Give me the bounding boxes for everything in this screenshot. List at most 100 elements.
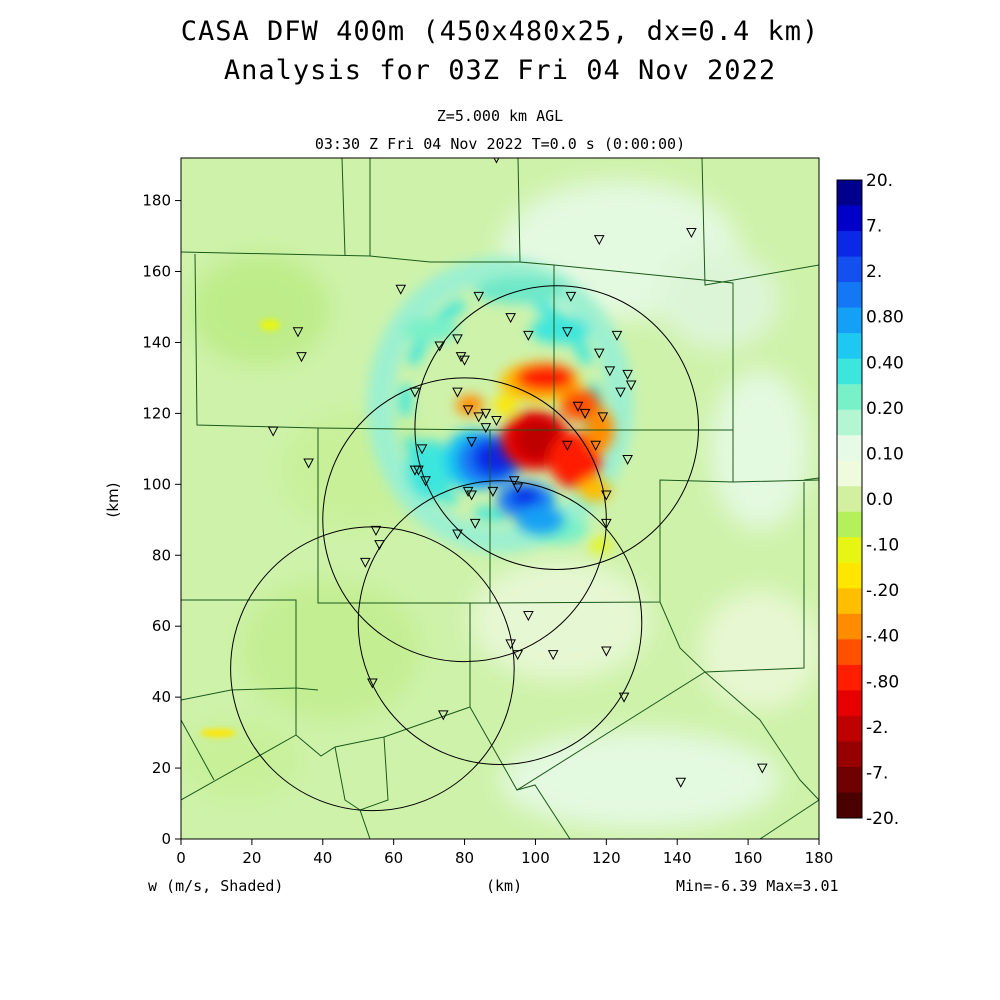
station-marker — [601, 646, 612, 657]
station-marker — [523, 330, 534, 341]
colorbar-label: 0.40 — [866, 353, 904, 373]
colorbar-frame — [836, 179, 863, 819]
colorbar-label: 7. — [866, 217, 882, 237]
station-marker — [622, 454, 633, 466]
station-marker — [409, 387, 421, 398]
colorbar-swatch — [837, 333, 862, 360]
station-marker — [505, 313, 516, 324]
station-marker — [367, 678, 378, 689]
colorbar-swatch — [837, 256, 862, 283]
station-marker — [491, 415, 502, 427]
x-tick-label: 40 — [313, 849, 332, 867]
station-marker — [593, 235, 605, 246]
station-marker — [618, 692, 630, 703]
colorbar-swatch — [837, 766, 862, 793]
station-marker — [625, 380, 637, 391]
y-tick-label: 180 — [142, 192, 171, 210]
station-marker — [303, 458, 314, 469]
x-tick-label: 120 — [592, 849, 621, 867]
colorbar-label: 0.20 — [866, 399, 904, 419]
station-marker — [597, 412, 609, 423]
station-marker — [622, 369, 633, 380]
station-marker — [409, 465, 421, 476]
y-tick-label: 80 — [152, 546, 171, 564]
x-tick-label: 160 — [734, 849, 763, 867]
station-marker — [480, 408, 492, 419]
y-tick-label: 40 — [152, 688, 171, 706]
station-marker — [462, 405, 474, 416]
station-marker — [686, 227, 697, 239]
station-marker — [469, 518, 481, 529]
colorbar-swatch — [837, 639, 862, 666]
station-marker — [420, 476, 431, 487]
colorbar-swatch — [837, 588, 862, 615]
station-marker — [466, 437, 477, 448]
colorbar-label: 20. — [866, 171, 893, 191]
y-tick-label: 20 — [152, 759, 171, 777]
x-axis: 0 20 40 60 80 100 120 140 160 180 — [176, 839, 833, 867]
colorbar-swatch — [837, 537, 862, 564]
station-marker — [756, 763, 768, 774]
station-marker — [452, 387, 463, 398]
station-marker — [370, 525, 382, 536]
colorbar: 20. 7. 2. 0.80 0.40 0.20 0.10 0.0 -.10 -.20 -.40 -.… — [836, 171, 904, 829]
colorbar-label: -.20 — [866, 581, 899, 601]
county-boundaries — [181, 158, 819, 839]
colorbar-label: -20. — [866, 809, 899, 829]
station-marker — [508, 476, 520, 487]
station-marker — [416, 444, 428, 455]
station-marker — [296, 352, 307, 363]
station-marker — [459, 355, 470, 366]
field-label: w (m/s, Shaded) — [148, 877, 284, 895]
station-marker — [562, 440, 573, 451]
station-marker — [590, 440, 602, 451]
y-axis: 0 20 40 60 80 100 120 140 160 180 — [142, 192, 181, 848]
colorbar-swatch — [837, 409, 862, 436]
colorbar-swatch — [837, 282, 862, 309]
colorbar-label: 0.80 — [866, 308, 904, 328]
y-tick-label: 120 — [142, 404, 171, 422]
station-marker — [615, 387, 626, 398]
colorbar-swatch — [837, 715, 862, 742]
station-marker — [267, 426, 279, 437]
station-marker — [523, 611, 534, 622]
station-marker — [434, 341, 446, 352]
station-marker — [292, 327, 304, 338]
station-marker — [505, 639, 516, 650]
station-marker — [359, 557, 371, 568]
y-axis-label: (km) — [104, 482, 122, 517]
station-marker — [452, 529, 463, 540]
level-label: Z=5.000 km AGL — [436, 107, 564, 125]
colorbar-swatch — [837, 486, 862, 513]
station-marker — [395, 284, 407, 295]
station-marker — [462, 486, 474, 497]
y-tick-label: 100 — [142, 475, 171, 493]
station-marker — [466, 490, 477, 501]
station-marker — [593, 348, 605, 359]
station-marker — [487, 486, 499, 497]
colorbar-label: 2. — [866, 262, 882, 282]
colorbar-swatch — [837, 562, 862, 589]
station-marker — [512, 650, 524, 661]
station-marker — [452, 334, 463, 345]
min-max-label: Min=-6.39 Max=3.01 — [676, 877, 839, 895]
colorbar-swatch — [837, 741, 862, 768]
colorbar-label: -.40 — [866, 627, 899, 647]
station-marker — [565, 291, 577, 302]
time-label: 03:30 Z Fri 04 Nov 2022 T=0.0 s (0:00:00… — [314, 135, 686, 153]
colorbar-swatch — [837, 690, 862, 717]
x-axis-label: (km) — [486, 877, 523, 895]
colorbar-swatch — [837, 231, 862, 258]
x-tick-label: 80 — [455, 849, 474, 867]
station-marker — [562, 327, 573, 338]
station-markers — [267, 158, 768, 788]
colorbar-swatch — [837, 205, 862, 232]
station-marker — [512, 483, 524, 494]
colorbar-label: -.80 — [866, 672, 899, 692]
x-tick-label: 60 — [384, 849, 403, 867]
station-marker — [604, 366, 616, 377]
station-marker — [611, 330, 623, 341]
chart-title-line1: CASA DFW 400m (450x480x25, dx=0.4 km) — [180, 16, 820, 47]
colorbar-label: 0.0 — [866, 490, 893, 510]
